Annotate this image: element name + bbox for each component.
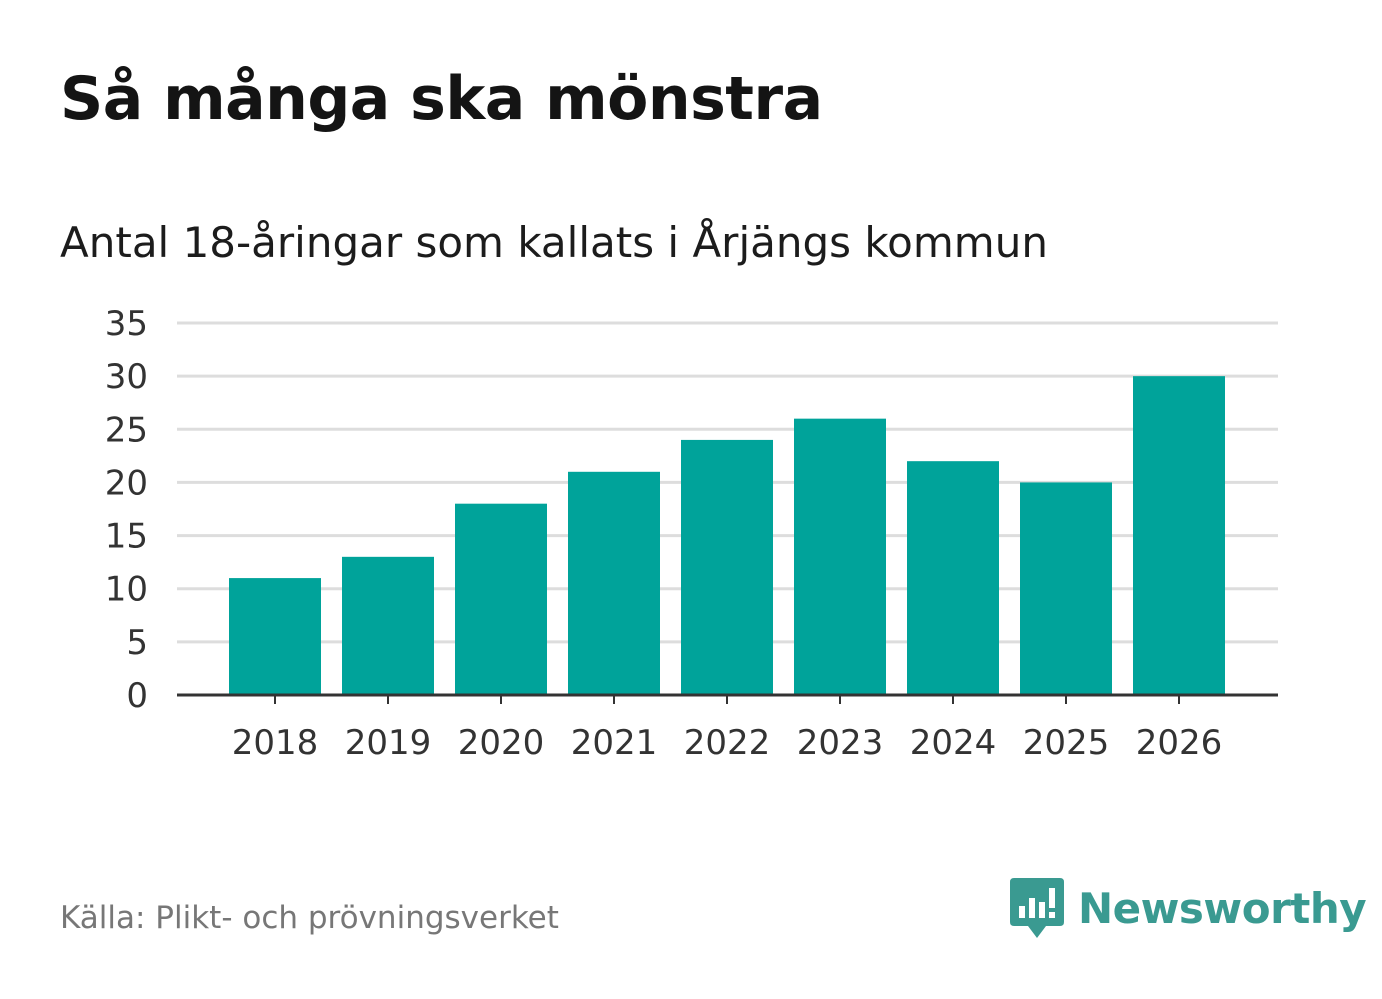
bar-2024 bbox=[907, 461, 999, 695]
brand-name: Newsworthy bbox=[1078, 884, 1367, 933]
newsworthy-logo-icon bbox=[1010, 878, 1064, 938]
y-tick-label-15: 15 bbox=[105, 517, 148, 557]
brand-logo: Newsworthy bbox=[1010, 878, 1367, 940]
bar-2025 bbox=[1020, 482, 1112, 695]
bar-2021 bbox=[568, 471, 660, 695]
bar-2019 bbox=[342, 556, 434, 695]
x-tick-label-2018: 2018 bbox=[232, 723, 319, 763]
x-tick-label-2021: 2021 bbox=[571, 723, 658, 763]
bar-2020 bbox=[455, 503, 547, 695]
bar-2023 bbox=[794, 418, 886, 695]
source-note: Källa: Plikt- och prövningsverket bbox=[60, 900, 559, 936]
x-tick-label-2020: 2020 bbox=[458, 723, 545, 763]
y-tick-label-10: 10 bbox=[105, 570, 148, 610]
bar-2026 bbox=[1133, 376, 1225, 695]
x-tick-label-2023: 2023 bbox=[797, 723, 884, 763]
bar-2018 bbox=[229, 578, 321, 695]
bar-2022 bbox=[681, 439, 773, 695]
y-tick-label-20: 20 bbox=[105, 463, 148, 503]
x-tick-label-2025: 2025 bbox=[1023, 723, 1110, 763]
x-tick-label-2019: 2019 bbox=[345, 723, 432, 763]
y-tick-label-0: 0 bbox=[126, 676, 148, 716]
y-tick-label-25: 25 bbox=[105, 410, 148, 450]
y-tick-label-35: 35 bbox=[105, 304, 148, 344]
x-tick-label-2022: 2022 bbox=[684, 723, 771, 763]
chart-title: Så många ska mönstra bbox=[60, 64, 823, 134]
x-tick-label-2024: 2024 bbox=[910, 723, 997, 763]
y-tick-label-5: 5 bbox=[126, 623, 148, 663]
x-tick-label-2026: 2026 bbox=[1136, 723, 1223, 763]
y-tick-label-30: 30 bbox=[105, 357, 148, 397]
chart-subtitle: Antal 18-åringar som kallats i Årjängs k… bbox=[60, 218, 1048, 267]
